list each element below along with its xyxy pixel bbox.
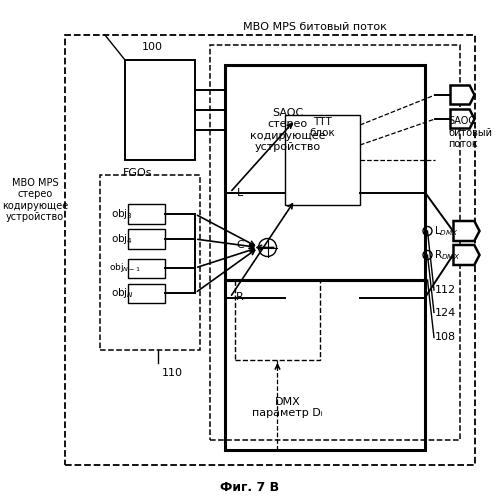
Text: МВО MPS битовый поток: МВО MPS битовый поток [243, 22, 387, 32]
Text: obj$_4$: obj$_4$ [111, 232, 133, 246]
Text: obj$_{N-1}$: obj$_{N-1}$ [109, 262, 141, 274]
Text: 124: 124 [435, 308, 456, 318]
Text: FGOs: FGOs [123, 168, 152, 177]
Bar [285, 115, 360, 205]
Text: SAOC
битовый
поток: SAOC битовый поток [448, 116, 492, 149]
Text: 112: 112 [435, 285, 456, 295]
Polygon shape [450, 110, 474, 128]
Bar [128, 258, 165, 278]
Text: L$_{DMX}$: L$_{DMX}$ [434, 224, 458, 238]
Text: SAOC
стерео
кодирующее
устройство: SAOC стерео кодирующее устройство [250, 108, 325, 152]
Bar [65, 35, 475, 465]
Text: 110: 110 [162, 368, 183, 378]
Text: 108: 108 [435, 332, 456, 342]
Text: obj$_N$: obj$_N$ [111, 286, 134, 300]
Polygon shape [454, 245, 479, 265]
Bar [128, 284, 165, 302]
Text: C: C [236, 240, 244, 250]
Text: ТТТ
блок: ТТТ блок [310, 116, 336, 138]
Bar [235, 280, 320, 360]
Bar [210, 45, 460, 440]
Text: R$_{DMX}$: R$_{DMX}$ [434, 248, 460, 262]
Bar [225, 65, 425, 280]
Bar [100, 175, 200, 350]
Text: МВО MPS
стерео
кодирующее
устройство: МВО MPS стерео кодирующее устройство [2, 178, 68, 222]
Text: L: L [237, 188, 243, 198]
Bar [125, 60, 195, 160]
Text: Фиг. 7 В: Фиг. 7 В [220, 481, 280, 494]
Bar [128, 230, 165, 248]
Bar [128, 204, 165, 224]
Polygon shape [454, 221, 479, 241]
Text: DMX
параметр Dᵢ: DMX параметр Dᵢ [252, 396, 323, 418]
Text: R: R [236, 292, 244, 302]
Text: obj$_3$: obj$_3$ [111, 207, 133, 221]
Bar [225, 280, 425, 450]
Polygon shape [450, 86, 474, 104]
Text: 100: 100 [142, 42, 163, 52]
